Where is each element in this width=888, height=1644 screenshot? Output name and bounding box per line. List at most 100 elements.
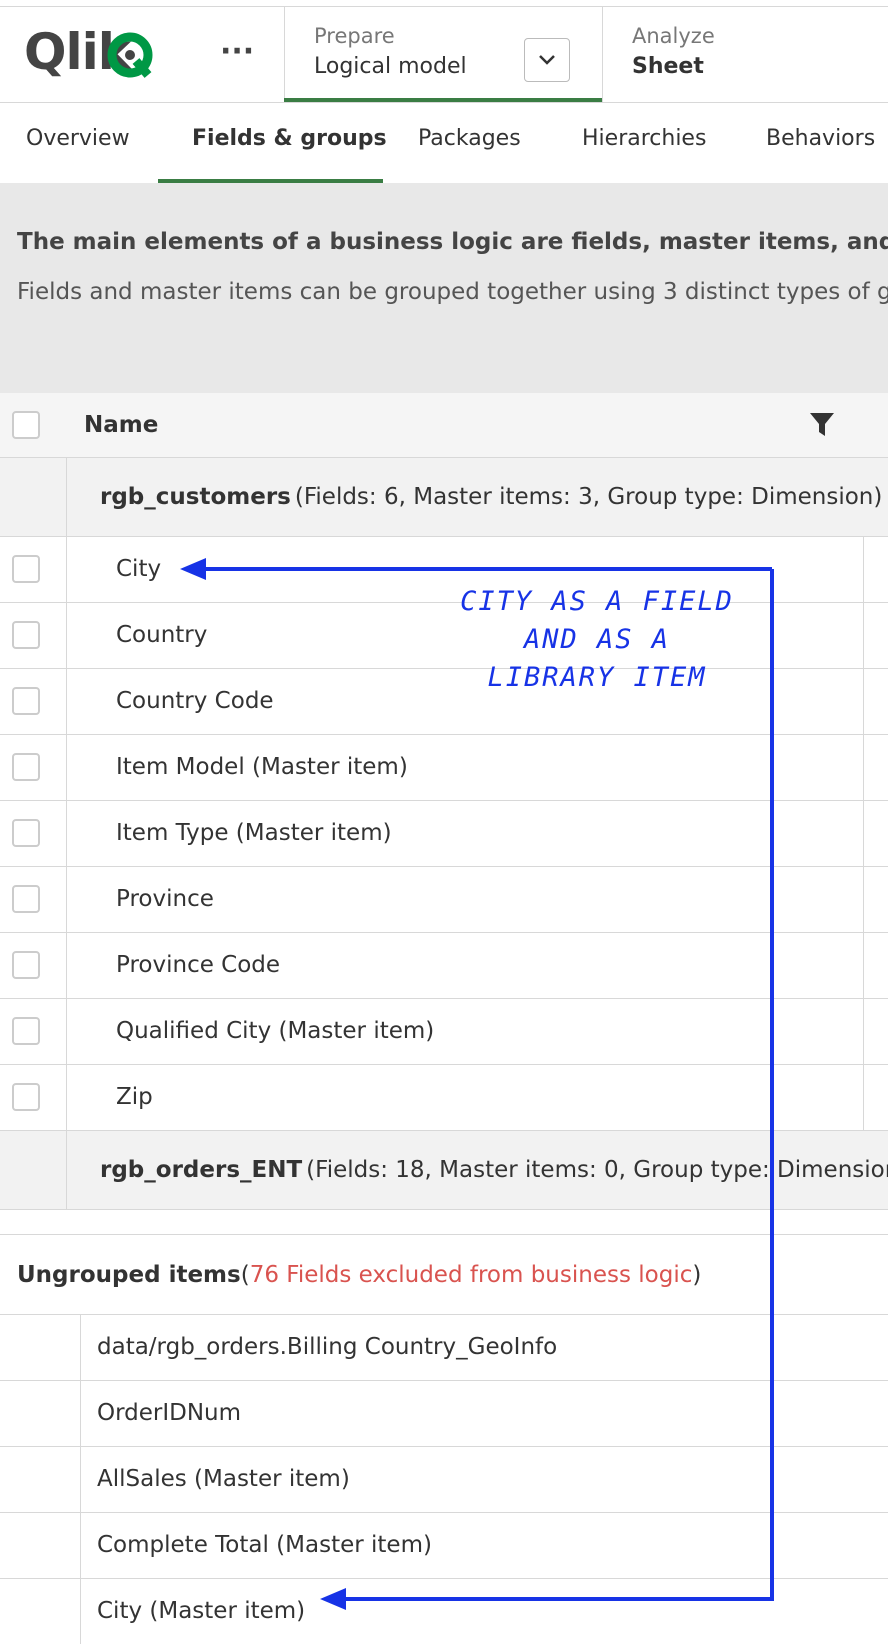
row-border bbox=[0, 998, 888, 999]
tab[interactable]: Overview bbox=[26, 126, 130, 151]
tab[interactable]: Packages bbox=[418, 126, 521, 151]
row-checkbox[interactable] bbox=[12, 951, 40, 979]
row-border bbox=[0, 1314, 888, 1315]
group-name[interactable]: rgb_customers bbox=[100, 484, 291, 510]
tab[interactable]: Fields & groups bbox=[192, 126, 387, 151]
divider bbox=[80, 1380, 81, 1446]
row-checkbox[interactable] bbox=[12, 555, 40, 583]
field-name[interactable]: Zip bbox=[116, 1084, 153, 1110]
divider bbox=[80, 1512, 81, 1578]
logo-mark bbox=[107, 32, 153, 78]
filter-icon[interactable] bbox=[808, 410, 838, 440]
ungrouped-item[interactable]: data/rgb_orders.Billing Country_GeoInfo bbox=[97, 1334, 558, 1360]
ungrouped-name: Ungrouped items bbox=[17, 1262, 241, 1288]
field-name[interactable]: Country Code bbox=[116, 688, 274, 714]
chevron bbox=[539, 55, 555, 65]
divider bbox=[284, 6, 285, 102]
divider bbox=[66, 457, 67, 536]
tab[interactable]: Hierarchies bbox=[582, 126, 707, 151]
section-gap bbox=[0, 1210, 888, 1235]
row-border bbox=[0, 1234, 888, 1235]
banner: The main elements of a business logic ar… bbox=[0, 183, 888, 393]
row-border bbox=[0, 1446, 888, 1447]
row-checkbox[interactable] bbox=[12, 687, 40, 715]
group-title: rgb_customers (Fields: 6, Master items: 3… bbox=[100, 483, 882, 511]
row-checkbox[interactable] bbox=[12, 621, 40, 649]
divider bbox=[66, 1064, 67, 1130]
row-border bbox=[0, 800, 888, 801]
row-border bbox=[0, 932, 888, 933]
group-row bbox=[0, 457, 888, 536]
divider bbox=[863, 668, 864, 734]
divider bbox=[863, 932, 864, 998]
divider bbox=[863, 602, 864, 668]
row-border bbox=[0, 1064, 888, 1065]
table-header bbox=[0, 393, 888, 457]
divider bbox=[66, 866, 67, 932]
divider bbox=[863, 800, 864, 866]
divider bbox=[80, 1314, 81, 1380]
row-checkbox[interactable] bbox=[12, 885, 40, 913]
ungrouped-item[interactable]: City (Master item) bbox=[97, 1598, 306, 1624]
analyze-label[interactable]: Analyze bbox=[632, 24, 715, 48]
annotation-text: LIBRARY ITEM bbox=[487, 662, 706, 693]
divider bbox=[80, 1446, 81, 1512]
divider bbox=[66, 1130, 67, 1209]
banner-text: Fields and master items can be grouped t… bbox=[17, 279, 888, 305]
annotation-text: AND AS A bbox=[522, 624, 670, 655]
tab[interactable]: Behaviors bbox=[766, 126, 876, 151]
divider bbox=[863, 998, 864, 1064]
row-border bbox=[0, 1578, 888, 1579]
field-name[interactable]: Province bbox=[116, 886, 214, 912]
dropdown-button[interactable] bbox=[524, 38, 570, 82]
row-border bbox=[0, 734, 888, 735]
row-border bbox=[0, 1380, 888, 1381]
divider bbox=[66, 734, 67, 800]
prepare-value[interactable]: Logical model bbox=[314, 54, 467, 79]
ungrouped-item[interactable]: OrderIDNum bbox=[97, 1400, 242, 1426]
row-border bbox=[0, 457, 888, 458]
field-name[interactable]: Qualified City (Master item) bbox=[116, 1018, 435, 1044]
divider bbox=[66, 800, 67, 866]
ungrouped-title: Ungrouped items(76 Fields excluded from … bbox=[17, 1261, 701, 1289]
divider bbox=[66, 998, 67, 1064]
row-checkbox[interactable] bbox=[12, 1083, 40, 1111]
row-border bbox=[0, 536, 888, 537]
field-name[interactable]: Item Model (Master item) bbox=[116, 754, 408, 780]
row-border bbox=[0, 602, 888, 603]
tab-indicator bbox=[158, 179, 383, 183]
ungrouped-item[interactable]: AllSales (Master item) bbox=[97, 1466, 350, 1492]
field-name[interactable]: City bbox=[116, 556, 162, 582]
row-border bbox=[0, 866, 888, 867]
analyze-value[interactable]: Sheet bbox=[632, 54, 704, 79]
more-menu[interactable]: ··· bbox=[220, 34, 255, 69]
row-checkbox[interactable] bbox=[12, 753, 40, 781]
group-info: (Fields: 6, Master items: 3, Group type:… bbox=[294, 484, 883, 510]
ungrouped-item[interactable]: Complete Total (Master item) bbox=[97, 1532, 432, 1558]
paren: ( bbox=[240, 1262, 250, 1288]
field-name[interactable]: Country bbox=[116, 622, 208, 648]
divider bbox=[66, 932, 67, 998]
divider bbox=[863, 734, 864, 800]
arrow-head bbox=[320, 1588, 346, 1610]
row-checkbox[interactable] bbox=[12, 819, 40, 847]
field-name[interactable]: Province Code bbox=[116, 952, 281, 978]
divider bbox=[66, 602, 67, 668]
active-indicator bbox=[284, 98, 603, 102]
group-name[interactable]: rgb_orders_ENT bbox=[100, 1157, 303, 1183]
divider bbox=[80, 1578, 81, 1644]
row-border bbox=[0, 1512, 888, 1513]
arrow-head bbox=[180, 558, 206, 580]
row-border bbox=[0, 1130, 888, 1131]
name-header[interactable]: Name bbox=[84, 412, 159, 438]
row-checkbox[interactable] bbox=[12, 1017, 40, 1045]
group-info: (Fields: 18, Master items: 0, Group type… bbox=[306, 1157, 888, 1183]
divider bbox=[863, 1064, 864, 1130]
divider bbox=[66, 536, 67, 602]
prepare-label[interactable]: Prepare bbox=[314, 24, 395, 48]
select-all-checkbox[interactable] bbox=[12, 411, 40, 439]
field-name[interactable]: Item Type (Master item) bbox=[116, 820, 392, 846]
header-border bbox=[0, 102, 888, 103]
excluded-link[interactable]: 76 Fields excluded from business logic bbox=[249, 1262, 693, 1288]
